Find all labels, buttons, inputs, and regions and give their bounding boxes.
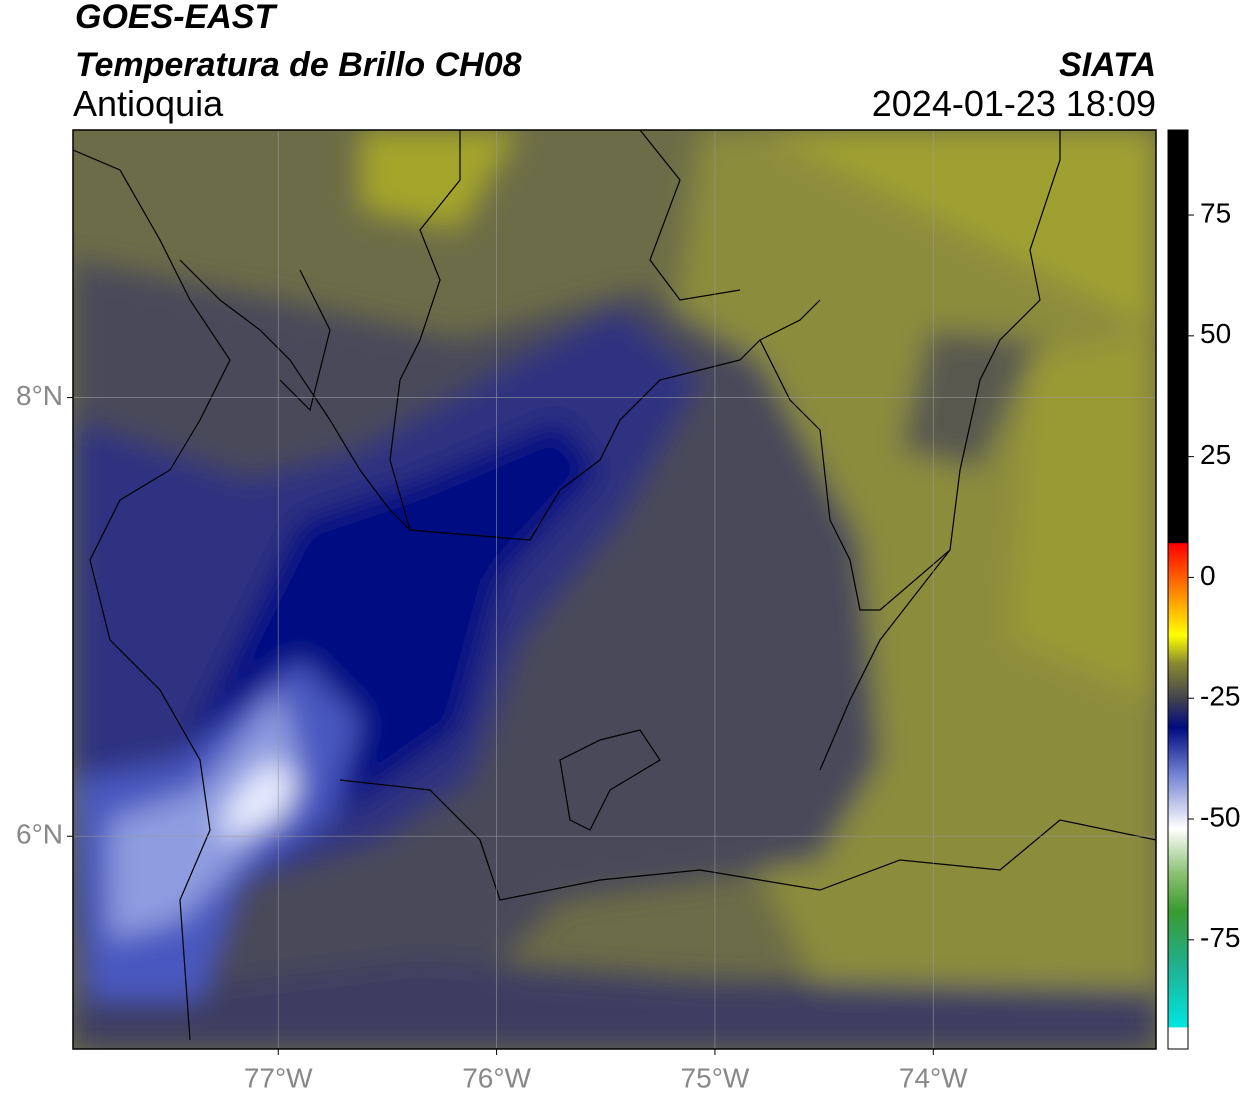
x-tick-label: 76°W [462, 1062, 531, 1093]
colorbar-tick-label: 75 [1200, 197, 1231, 228]
title: GOES-EAST [75, 0, 276, 36]
colorbar-tick-label: 50 [1200, 318, 1231, 349]
y-tick-label: 8°N [16, 380, 63, 411]
source: SIATA [1059, 46, 1156, 84]
colorbar-tick-label: 0 [1200, 560, 1216, 591]
satellite-image [73, 130, 1156, 1049]
colorbar-tick-label: -50 [1200, 801, 1240, 832]
x-tick-label: 74°W [899, 1062, 968, 1093]
colorbar [1167, 129, 1189, 1050]
borders [73, 130, 1156, 1041]
colorbar-tick-label: -75 [1200, 922, 1240, 953]
map-frame [72, 129, 1157, 1050]
x-tick-label: 75°W [681, 1062, 750, 1093]
subtitle: Temperatura de Brillo CH08 [75, 46, 522, 84]
y-tick-label: 6°N [16, 819, 63, 850]
colorbar-tick-label: 25 [1200, 439, 1231, 470]
gridlines [73, 130, 1156, 1049]
x-tick-label: 77°W [244, 1062, 313, 1093]
region: Antioquia [73, 83, 224, 124]
datetime: 2024-01-23 18:09 [871, 83, 1156, 124]
colorbar-tick-label: -25 [1200, 681, 1240, 712]
